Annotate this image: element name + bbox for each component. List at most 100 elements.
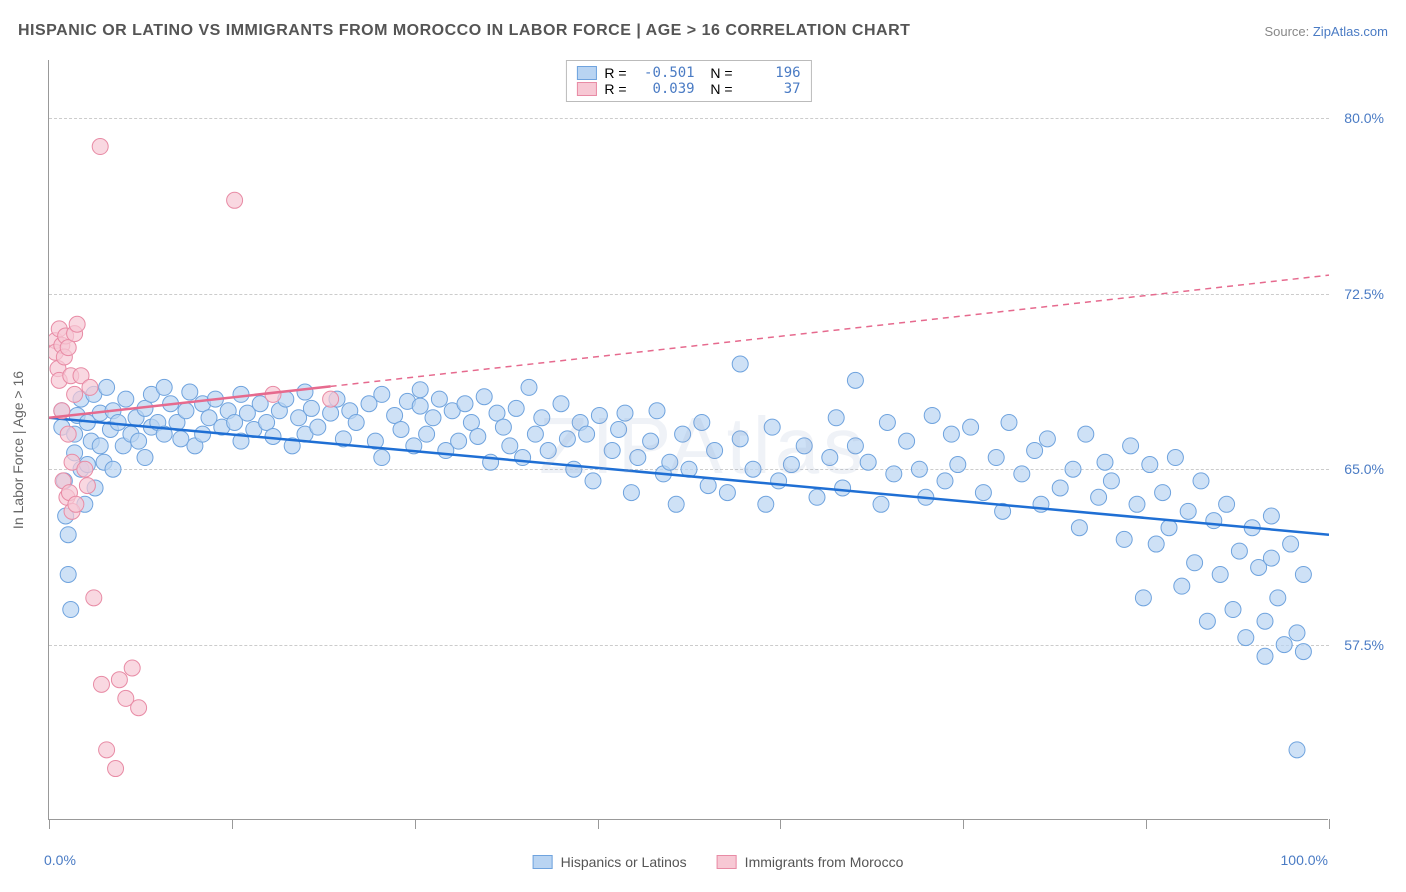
- x-tick: [49, 819, 50, 829]
- data-point: [668, 496, 684, 512]
- data-point: [1103, 473, 1119, 489]
- data-point: [56, 349, 72, 365]
- data-point: [51, 321, 67, 337]
- source-prefix: Source:: [1264, 24, 1312, 39]
- data-point: [252, 396, 268, 412]
- data-point: [1135, 590, 1151, 606]
- data-point: [1039, 431, 1055, 447]
- data-point: [1295, 644, 1311, 660]
- data-point: [617, 405, 633, 421]
- data-point: [58, 508, 74, 524]
- legend-swatch-bottom-2: [717, 855, 737, 869]
- data-point: [1231, 543, 1247, 559]
- data-point: [329, 391, 345, 407]
- data-point: [64, 503, 80, 519]
- data-point: [110, 414, 126, 430]
- data-point: [1129, 496, 1145, 512]
- data-point: [451, 433, 467, 449]
- data-point: [335, 431, 351, 447]
- data-point: [291, 410, 307, 426]
- data-point: [93, 676, 109, 692]
- data-point: [553, 396, 569, 412]
- data-point: [579, 426, 595, 442]
- data-point: [1289, 742, 1305, 758]
- legend-r-value-2: 0.039: [635, 81, 695, 97]
- data-point: [265, 386, 281, 402]
- legend-n-label: N =: [703, 65, 733, 81]
- data-point: [64, 454, 80, 470]
- data-point: [124, 660, 140, 676]
- data-point: [49, 344, 63, 360]
- data-point: [1199, 613, 1215, 629]
- data-point: [361, 396, 377, 412]
- data-point: [399, 393, 415, 409]
- data-point: [111, 672, 127, 688]
- legend-label-1: Hispanics or Latinos: [561, 854, 687, 870]
- y-tick-label: 72.5%: [1344, 286, 1384, 302]
- data-point: [233, 433, 249, 449]
- data-point: [92, 139, 108, 155]
- data-point: [483, 454, 499, 470]
- data-point: [310, 419, 326, 435]
- data-point: [54, 337, 70, 353]
- data-point: [1033, 496, 1049, 512]
- trend-line-dashed: [331, 275, 1329, 386]
- data-point: [1263, 508, 1279, 524]
- data-point: [611, 421, 627, 437]
- data-point: [1027, 443, 1043, 459]
- data-point: [515, 450, 531, 466]
- data-point: [771, 473, 787, 489]
- data-point: [54, 403, 70, 419]
- plot-svg: [49, 60, 1329, 820]
- data-point: [77, 496, 93, 512]
- data-point: [131, 433, 147, 449]
- data-point: [463, 414, 479, 430]
- data-point: [92, 405, 108, 421]
- data-point: [1238, 630, 1254, 646]
- data-point: [1251, 559, 1267, 575]
- x-tick: [232, 819, 233, 829]
- data-point: [67, 386, 83, 402]
- y-tick-label: 80.0%: [1344, 110, 1384, 126]
- data-point: [79, 478, 95, 494]
- legend-item-2: Immigrants from Morocco: [717, 854, 904, 870]
- data-point: [835, 480, 851, 496]
- data-point: [694, 414, 710, 430]
- data-point: [406, 438, 422, 454]
- data-point: [67, 426, 83, 442]
- data-point: [374, 386, 390, 402]
- data-point: [284, 438, 300, 454]
- data-point: [123, 426, 139, 442]
- legend-row-series-1: R = -0.501 N = 196: [576, 65, 800, 81]
- x-tick: [415, 819, 416, 829]
- data-point: [559, 431, 575, 447]
- data-point: [572, 414, 588, 430]
- source-link[interactable]: ZipAtlas.com: [1313, 24, 1388, 39]
- data-point: [1155, 485, 1171, 501]
- data-point: [1001, 414, 1017, 430]
- data-point: [102, 421, 118, 437]
- data-point: [796, 438, 812, 454]
- data-point: [143, 386, 159, 402]
- data-point: [943, 426, 959, 442]
- y-tick-label: 65.0%: [1344, 461, 1384, 477]
- data-point: [540, 443, 556, 459]
- data-point: [975, 485, 991, 501]
- trend-line-solid: [49, 386, 331, 417]
- data-point: [178, 403, 194, 419]
- data-point: [924, 407, 940, 423]
- data-point: [105, 403, 121, 419]
- data-point: [1257, 648, 1273, 664]
- data-point: [412, 382, 428, 398]
- data-point: [82, 379, 98, 395]
- data-point: [534, 410, 550, 426]
- data-point: [438, 443, 454, 459]
- data-point: [764, 419, 780, 435]
- data-point: [387, 407, 403, 423]
- data-point: [367, 433, 383, 449]
- legend-label-2: Immigrants from Morocco: [745, 854, 904, 870]
- data-point: [988, 450, 1004, 466]
- data-point: [527, 426, 543, 442]
- data-point: [195, 426, 211, 442]
- data-point: [1091, 489, 1107, 505]
